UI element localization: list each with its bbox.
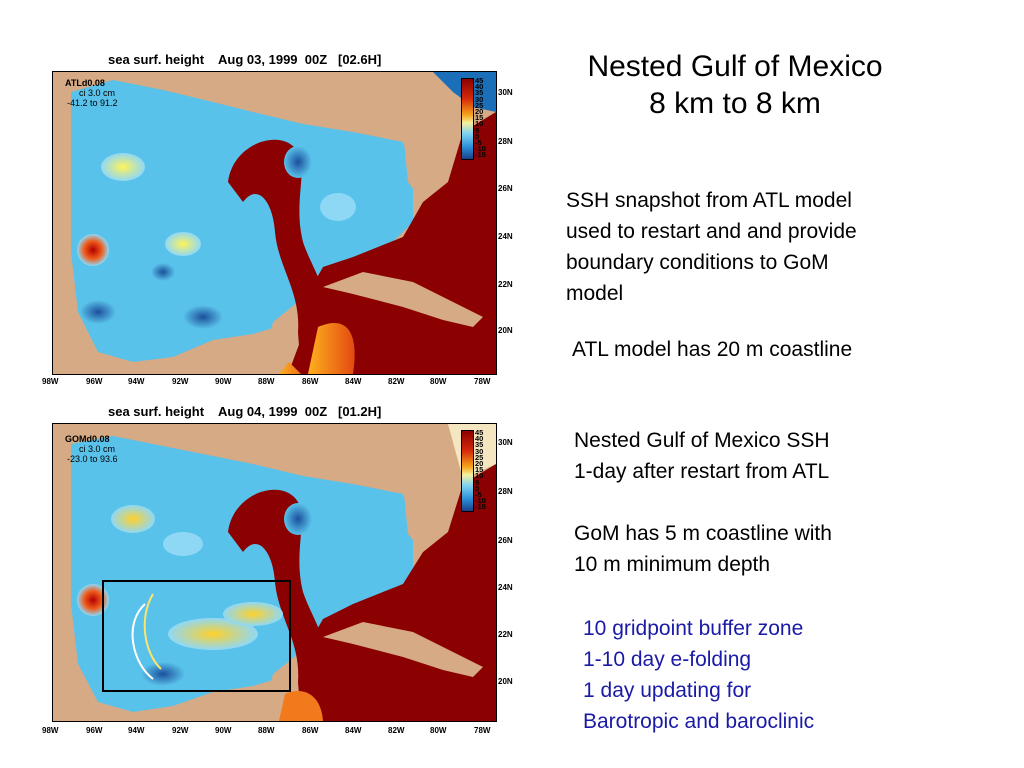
map2-colorbar [461, 430, 474, 512]
map2-colorbar-labels: 45 40 35 30 25 20 15 10 5 0 -5 -10 -15 [475, 428, 486, 512]
map1-range: -41.2 to 91.2 [67, 98, 118, 108]
map1-lat-26n: 26N [498, 184, 513, 193]
map1-lat-22n: 22N [498, 280, 513, 289]
slide-title: Nested Gulf of Mexico 8 km to 8 km [560, 48, 910, 122]
buffer-zone-box [102, 580, 291, 692]
map2-lon-82w: 82W [388, 726, 405, 735]
map1-lon-96w: 96W [86, 377, 103, 386]
nested-gom-paragraph: Nested Gulf of Mexico SSH 1-day after re… [574, 429, 830, 483]
map2-lon-78w: 78W [474, 726, 491, 735]
map2-model-label: GOMd0.08 [65, 434, 110, 444]
map1-lon-80w: 80W [430, 377, 447, 386]
map1-panel: ATLd0.08 ci 3.0 cm -41.2 to 91.2 45 40 35 3… [52, 71, 497, 375]
buffer-zone-paragraph: 10 gridpoint buffer zone 1-10 day e-fold… [583, 617, 815, 733]
map1-lon-98w: 98W [42, 377, 59, 386]
map1-lat-30n: 30N [498, 88, 513, 97]
map2-lon-96w: 96W [86, 726, 103, 735]
slide-title-line1: Nested Gulf of Mexico [587, 50, 883, 83]
map2-lon-86w: 86W [302, 726, 319, 735]
map1-lon-92w: 92W [172, 377, 189, 386]
map1-lat-24n: 24N [498, 232, 513, 241]
map1-ci: ci 3.0 cm [79, 88, 116, 98]
map2-lon-90w: 90W [215, 726, 232, 735]
atl-coastline-text: ATL model has 20 m coastline [572, 338, 853, 361]
slide-title-line2: 8 km to 8 km [649, 87, 821, 120]
map1-lon-78w: 78W [474, 377, 491, 386]
map1-lon-84w: 84W [345, 377, 362, 386]
map1-lon-94w: 94W [128, 377, 145, 386]
map2-lon-88w: 88W [258, 726, 275, 735]
ssh-map-1 [53, 72, 496, 374]
map1-title: sea surf. height Aug 03, 1999 00Z [02.6H… [108, 52, 382, 67]
map2-lat-22n: 22N [498, 630, 513, 639]
map1-info: ATLd0.08 ci 3.0 cm -41.2 to 91.2 [65, 78, 118, 108]
map1-colorbar-labels: 45 40 35 30 25 20 15 10 5 0 -5 -10 -15 [475, 76, 486, 160]
map2-lon-80w: 80W [430, 726, 447, 735]
ssh-map-2 [53, 424, 496, 721]
map1-lon-82w: 82W [388, 377, 405, 386]
map2-lat-24n: 24N [498, 583, 513, 592]
map1-lat-28n: 28N [498, 137, 513, 146]
map2-lat-20n: 20N [498, 677, 513, 686]
map2-ci: ci 3.0 cm [79, 444, 116, 454]
map1-lon-86w: 86W [302, 377, 319, 386]
map1-colorbar [461, 78, 474, 160]
map2-lat-26n: 26N [498, 536, 513, 545]
map2-info: GOMd0.08 ci 3.0 cm -23.0 to 93.6 [65, 434, 118, 464]
map2-lon-94w: 94W [128, 726, 145, 735]
map1-lon-88w: 88W [258, 377, 275, 386]
map2-lon-98w: 98W [42, 726, 59, 735]
map2-lat-28n: 28N [498, 487, 513, 496]
map2-panel: GOMd0.08 ci 3.0 cm -23.0 to 93.6 45 40 35 3… [52, 423, 497, 722]
map2-lon-84w: 84W [345, 726, 362, 735]
map1-lat-20n: 20N [498, 326, 513, 335]
ssh-snapshot-paragraph: SSH snapshot from ATL model used to rest… [566, 189, 857, 305]
map2-lon-92w: 92W [172, 726, 189, 735]
gom-coastline-paragraph: GoM has 5 m coastline with 10 m minimum … [574, 522, 832, 576]
map2-lat-30n: 30N [498, 438, 513, 447]
map1-model-label: ATLd0.08 [65, 78, 105, 88]
map2-title: sea surf. height Aug 04, 1999 00Z [01.2H… [108, 404, 382, 419]
map2-range: -23.0 to 93.6 [67, 454, 118, 464]
map1-lon-90w: 90W [215, 377, 232, 386]
